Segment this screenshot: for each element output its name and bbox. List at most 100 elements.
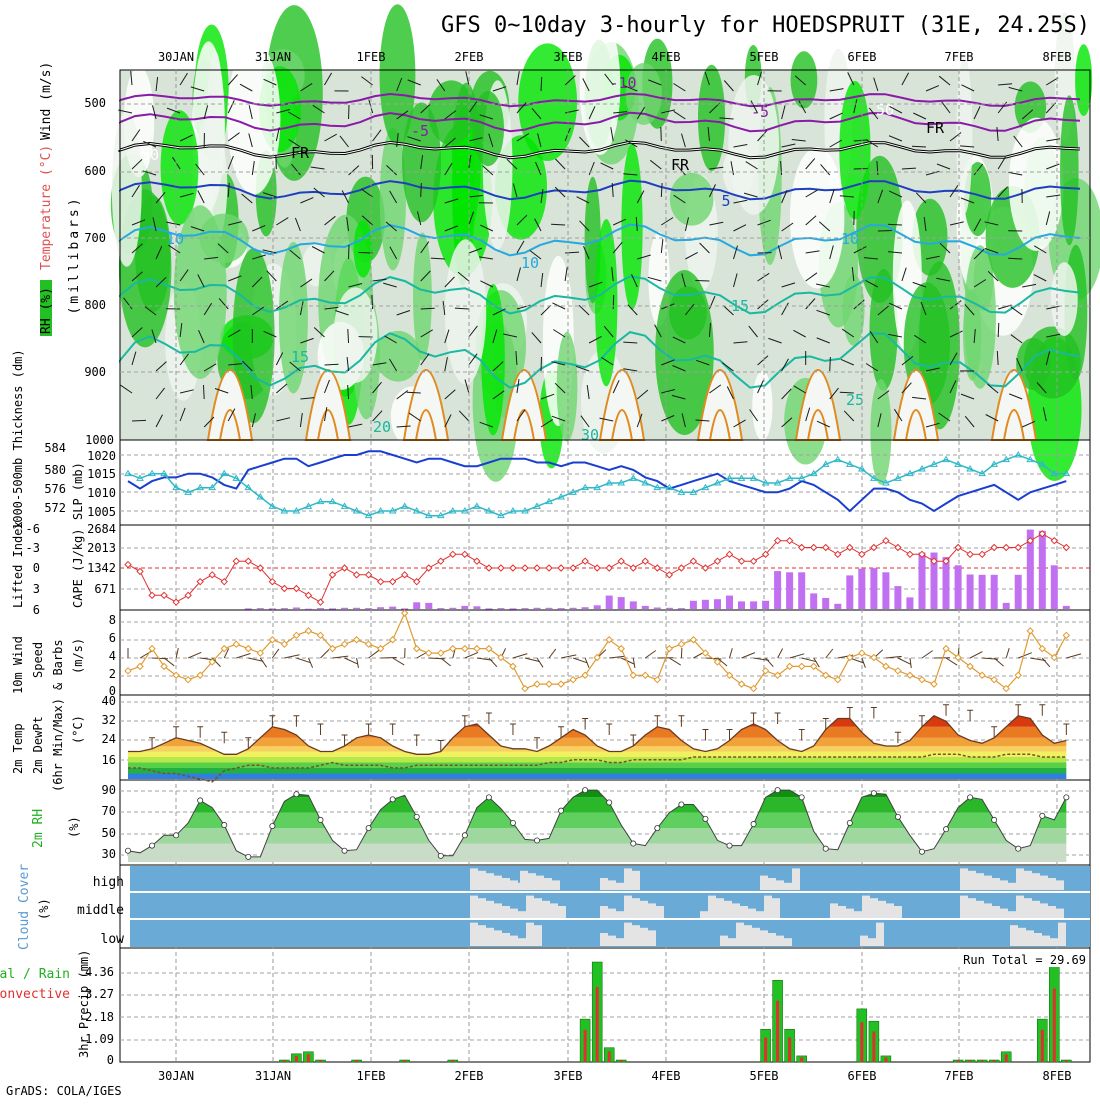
cape-bar	[991, 575, 998, 609]
day-label-top: 6FEB	[848, 50, 877, 64]
cape-bar	[738, 601, 745, 609]
cape-bar	[1015, 575, 1022, 609]
cloud-cell	[1010, 925, 1018, 946]
precip-convective-bar	[355, 1061, 358, 1063]
rh-shade-cell	[207, 51, 224, 196]
upper-barb	[541, 77, 542, 91]
slp-tick-1005: 1005	[87, 505, 116, 519]
cloud-fill	[130, 866, 1090, 947]
cloud-cell	[528, 873, 536, 890]
precip-convective-bar	[1041, 1030, 1044, 1062]
rh-band	[120, 844, 1090, 863]
cape-bar	[690, 601, 697, 609]
upper-barb	[324, 364, 338, 365]
cape-bar	[377, 607, 384, 609]
temp-label-line3: (6hr Min/Max)	[51, 698, 65, 792]
rh-shade-cell	[1051, 262, 1078, 336]
thickness-axis-label: 1000-500mb Thickness (dm)	[11, 349, 25, 530]
rh-point	[510, 820, 515, 825]
cloud-cell	[632, 871, 640, 890]
cloud-cell	[494, 930, 502, 946]
cloud-cell	[992, 878, 1000, 890]
cape-tick-1342: 1342	[87, 561, 116, 575]
cloud-cell	[846, 909, 854, 919]
cape-bar	[714, 599, 721, 609]
day-label-bottom: 31JAN	[255, 1069, 291, 1083]
cape-bar	[497, 608, 504, 609]
temp-label-line2: 2m DewPt	[31, 716, 45, 774]
rh-shade-cell	[728, 75, 779, 215]
cloud-cell	[510, 909, 518, 919]
rh-axis-label: 2m RH	[31, 809, 46, 848]
cape-bar	[979, 575, 986, 609]
rh-shade-cell	[870, 379, 891, 485]
cape-bar	[245, 608, 252, 609]
cloud-cell	[776, 880, 784, 890]
rh-shade-cell	[1024, 327, 1081, 399]
cloud-cell	[608, 880, 616, 890]
wind-label-line3: & Barbs	[51, 639, 65, 690]
cape-bar	[461, 606, 468, 609]
cape-bar	[906, 597, 913, 609]
temp-label-line1: 2m Temp	[11, 723, 25, 774]
p-tick-500: 500	[84, 96, 106, 110]
contour-label: 10	[521, 254, 539, 272]
cloud-cell	[984, 876, 992, 890]
cape-bar	[1039, 531, 1046, 609]
cape-bar	[305, 609, 312, 610]
cloud-cell	[486, 901, 494, 919]
cloud-cell	[732, 903, 740, 919]
cloud-cell	[502, 878, 510, 890]
temp-band	[120, 774, 1090, 780]
cloud-cell	[748, 909, 756, 919]
precip-convective-bar	[993, 1061, 996, 1063]
rh-point	[1040, 813, 1045, 818]
cloud-cell	[656, 906, 664, 919]
cloud-cell	[960, 896, 968, 919]
cloud-cell	[976, 873, 984, 890]
cape-bar	[546, 608, 553, 609]
cloud-cell	[700, 911, 708, 919]
contour-label: 20	[373, 418, 391, 436]
slp-axis-label: SLP (mb)	[71, 462, 85, 520]
cape-bar	[702, 600, 709, 609]
upper-barb	[661, 127, 662, 141]
cloud-cell	[968, 871, 976, 890]
cloud-cell	[876, 923, 884, 946]
cloud-cell	[1008, 911, 1016, 919]
rh-point	[727, 843, 732, 848]
cloud-cell	[728, 938, 736, 946]
cloud-cell	[558, 906, 566, 919]
contour-label: 25	[846, 391, 864, 409]
contour-label: -5	[411, 122, 429, 140]
cloud-cell	[526, 896, 534, 919]
cloud-cell	[526, 923, 534, 946]
precip-convective-bar	[283, 1061, 286, 1063]
cloud-cell	[534, 925, 542, 946]
cloud-unit-label: (%)	[37, 898, 51, 920]
cape-bar	[666, 608, 673, 609]
cape-bar	[630, 601, 637, 609]
rh-shade-cell	[413, 232, 432, 360]
cloud-cell	[1000, 909, 1008, 919]
cape-bar	[846, 575, 853, 609]
rh-point	[414, 814, 419, 819]
surface-wind-barb	[381, 658, 397, 659]
rh-shade-cell	[445, 239, 486, 384]
cloud-cell	[502, 906, 510, 919]
thick-tick-584: 584	[44, 441, 66, 455]
day-label-bottom: 4FEB	[652, 1069, 681, 1083]
cloud-cell	[870, 898, 878, 919]
upper-barb	[840, 392, 854, 393]
grads-credit: GrADS: COLA/IGES	[6, 1084, 122, 1098]
precip-legend-convective: Convective	[0, 987, 70, 1002]
cloud-cell	[976, 901, 984, 919]
cloud-cell	[1042, 936, 1050, 946]
contour-label: 50	[141, 146, 159, 164]
cape-bar	[485, 608, 492, 609]
cloud-cell	[534, 898, 542, 919]
contour-label: 30	[581, 426, 599, 444]
